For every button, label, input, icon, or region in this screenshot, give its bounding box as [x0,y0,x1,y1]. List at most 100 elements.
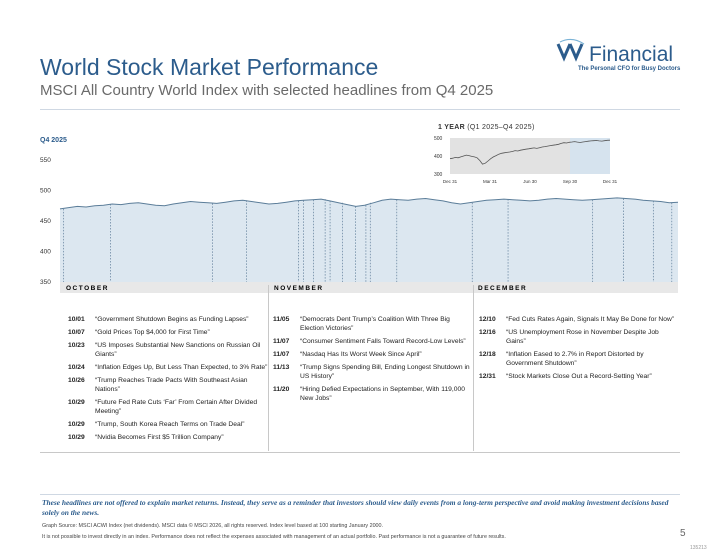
headline-date: 10/29 [68,399,85,406]
headline-date: 11/07 [273,338,290,345]
q4-y-tick-label: 500 [40,188,51,195]
month-label-december: DECEMBER [478,285,527,292]
headline-item: 11/13 “Trump Signs Spending Bill, Ending … [273,363,473,381]
headline-item: 11/20 “Hiring Defied Expectations in Sept… [273,385,473,403]
headline-item: 11/05 “Democrats Dent Trump’s Coalition W… [273,315,473,333]
source-note: Graph Source: MSCI ACWI Index (net divid… [42,523,384,529]
headline-date: 11/05 [273,316,290,323]
q4-y-tick-label: 450 [40,218,51,225]
headline-date: 10/24 [68,364,85,371]
headline-item: 10/24 “Inflation Edges Up, But Less Than … [68,363,268,372]
headline-item: 11/07 “Nasdaq Has Its Worst Week Since Ap… [273,350,473,359]
inset-x-tick-label: Jun 30 [523,179,537,184]
headline-text: “Trump Signs Spending Bill, Ending Longe… [300,364,470,380]
inset-x-tick-label: Mar 31 [483,179,498,184]
inset-title-range: (Q1 2025–Q4 2025) [467,124,535,131]
headlines-bottom-rule [40,452,680,453]
headline-text: “US Imposes Substantial New Sanctions on… [95,342,261,358]
headline-text: “US Unemployment Rose in November Despit… [506,329,659,345]
headline-item: 12/31 “Stock Markets Close Out a Record-S… [479,372,679,381]
company-logo [556,38,585,62]
page-title: World Stock Market Performance [40,54,379,80]
headline-item: 12/16 “US Unemployment Rose in November D… [479,328,679,346]
december-headlines: 12/10 “Fed Cuts Rates Again, Signals It M… [479,315,679,385]
one-year-inset-chart: 500 400 300 Dec 31 Mar 31 Jun 30 Sep 30 Dec 31 [434,136,618,184]
inset-x-tick-label: Dec 31 [603,179,618,184]
headline-item: 12/10 “Fed Cuts Rates Again, Signals It M… [479,315,679,324]
q4-chart: Q4 2025 550 500 450 400 350 OCTOBER NOVEMBER… [40,137,679,293]
logo-mark-icon [556,43,584,62]
headline-text: “Trump Reaches Trade Pacts With Southeas… [95,377,248,393]
column-divider [268,285,269,451]
q4-y-tick-label: 350 [40,279,51,286]
document-number: 135213 [690,545,707,551]
headline-item: 10/29 “Nvidia Becomes First $5 Trillion C… [68,433,268,442]
inset-y-tick-label: 500 [434,136,443,142]
november-headlines: 11/05 “Democrats Dent Trump’s Coalition W… [273,315,473,407]
headline-date: 10/26 [68,377,85,384]
q4-chart-title: Q4 2025 [40,137,67,144]
headline-item: 10/07 “Gold Prices Top $4,000 for First T… [68,328,268,337]
headline-date: 10/29 [68,421,85,428]
headline-date: 12/31 [479,373,496,380]
headline-item: 10/23 “US Imposes Substantial New Sanctio… [68,341,268,359]
inset-q4-highlight [570,138,610,174]
headline-date: 12/16 [479,329,496,336]
headline-date: 12/18 [479,351,496,358]
headline-text: “Democrats Dent Trump’s Coalition With T… [300,316,450,332]
logo-swoosh-icon [559,38,585,45]
october-headlines: 10/01 “Government Shutdown Begins as Fund… [68,315,268,446]
headline-date: 10/01 [68,316,85,323]
inset-title-main: 1 YEAR [438,124,465,131]
page-number: 5 [680,528,686,539]
headline-text: “Stock Markets Close Out a Record-Settin… [506,373,652,380]
q4-y-axis: 550 500 450 400 350 [40,157,51,286]
headline-item: 10/29 “Trump, South Korea Reach Terms on … [68,420,268,429]
performance-note: It is not possible to invest directly in… [42,534,506,540]
logo-tagline: The Personal CFO for Busy Doctors [578,66,681,72]
headline-text: “Trump, South Korea Reach Terms on Trade… [95,421,245,428]
headline-date: 10/29 [68,434,85,441]
headline-text: “Nasdaq Has Its Worst Week Since April” [300,351,422,358]
headline-text: “Gold Prices Top $4,000 for First Time” [95,329,210,336]
month-label-november: NOVEMBER [274,285,324,292]
headline-date: 10/23 [68,342,85,349]
headline-text: “Hiring Defied Expectations in September… [300,386,465,402]
month-label-october: OCTOBER [66,285,109,292]
headline-text: “Inflation Eased to 2.7% in Report Disto… [506,351,644,367]
headline-text: “Inflation Edges Up, But Less Than Expec… [95,364,268,371]
disclaimer-rule [40,494,680,495]
headline-text: “Nvidia Becomes First $5 Trillion Compan… [95,434,224,441]
headline-date: 11/13 [273,364,290,371]
headline-item: 11/07 “Consumer Sentiment Falls Toward Re… [273,337,473,346]
headline-date: 11/07 [273,351,290,358]
column-divider [473,285,474,451]
headline-item: 10/26 “Trump Reaches Trade Pacts With Sou… [68,376,268,394]
inset-y-axis: 500 400 300 [434,136,443,178]
headline-date: 11/20 [273,386,290,393]
disclaimer-text: These headlines are not offered to expla… [42,498,669,517]
q4-index-line [59,197,679,210]
inset-x-tick-label: Dec 31 [443,179,458,184]
headline-item: 10/01 “Government Shutdown Begins as Fund… [68,315,268,324]
month-bar [60,282,678,293]
inset-title: 1 YEAR (Q1 2025–Q4 2025) [438,124,535,131]
q4-area-fill [60,197,678,282]
headline-item: 12/18 “Inflation Eased to 2.7% in Report … [479,350,679,368]
headline-text: “Future Fed Rate Cuts ‘Far’ From Certain… [95,399,258,415]
headline-text: “Fed Cuts Rates Again, Signals It May Be… [506,316,675,323]
q4-event-lines [63,198,673,282]
inset-index-line [449,139,611,165]
inset-x-tick-label: Sep 30 [563,179,578,184]
q4-y-tick-label: 400 [40,249,51,256]
title-divider [40,109,680,110]
headline-item: 10/29 “Future Fed Rate Cuts ‘Far’ From Ce… [68,398,268,416]
headline-date: 10/07 [68,329,85,336]
headline-text: “Government Shutdown Begins as Funding L… [95,316,249,323]
inset-y-tick-label: 300 [434,172,443,178]
headline-date: 12/10 [479,316,496,323]
page-subtitle: MSCI All Country World Index with select… [40,82,494,99]
inset-x-axis: Dec 31 Mar 31 Jun 30 Sep 30 Dec 31 [443,179,618,184]
q4-y-tick-label: 550 [40,157,51,164]
logo-wordmark: Financial [589,43,674,66]
